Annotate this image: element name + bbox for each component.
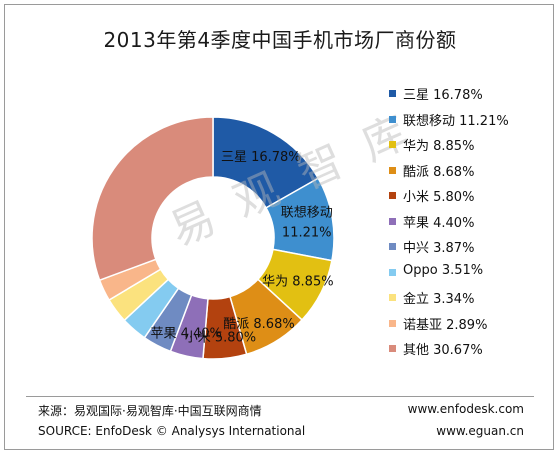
legend-label: 三星 16.78%	[403, 88, 483, 103]
slice-label-华为: 华为 8.85%	[262, 275, 333, 290]
legend-label: 诺基亚 2.89%	[403, 317, 488, 333]
legend-item-oppo: Oppo 3.51%	[383, 263, 553, 289]
footer-divider	[26, 396, 534, 397]
legend-swatch	[389, 141, 396, 148]
legend-label: 中兴 3.87%	[403, 241, 475, 256]
legend-label: 其他 30.67%	[403, 343, 483, 358]
legend-swatch	[389, 217, 396, 225]
legend-swatch	[389, 319, 396, 327]
legend-label: 联想移动 11.21%	[403, 113, 509, 129]
slice-label-苹果: 苹果 4.40%	[150, 327, 221, 342]
legend-swatch	[389, 345, 396, 352]
legend-label: 苹果 4.40%	[403, 215, 475, 231]
source-en: SOURCE: EnfoDesk © Analysys Internationa…	[38, 424, 306, 438]
legend-item-中兴: 中兴 3.87%	[383, 237, 553, 263]
slice-label-联想移动-0: 联想移动	[281, 204, 333, 220]
legend-item-华为: 华为 8.85%	[383, 135, 553, 161]
legend-swatch	[389, 268, 396, 276]
legend-label: 小米 5.80%	[403, 190, 475, 205]
legend-label: 金立 3.34%	[403, 292, 475, 307]
chart-legend: 三星 16.78% 联想移动 11.21% 华为 8.85% 酷派 8.68% 小米 5…	[383, 84, 553, 365]
url-eguan: www.eguan.cn	[436, 424, 524, 438]
legend-item-其他: 其他 30.67%	[383, 339, 553, 365]
legend-item-小米: 小米 5.80%	[383, 186, 553, 212]
source-cn: 来源：易观国际·易观智库·中国互联网商情	[38, 404, 262, 418]
slice-label-小米: 小米 5.80%	[185, 331, 256, 346]
legend-item-苹果: 苹果 4.40%	[383, 212, 553, 238]
url-enfodesk: www.enfodesk.com	[407, 402, 524, 416]
legend-label: 酷派 8.68%	[403, 164, 475, 180]
legend-label: Oppo 3.51%	[403, 262, 484, 278]
legend-item-诺基亚: 诺基亚 2.89%	[383, 314, 553, 340]
legend-swatch	[389, 192, 396, 199]
legend-swatch	[389, 115, 396, 123]
slice-label-酷派: 酷派 8.68%	[223, 317, 294, 332]
legend-item-酷派: 酷派 8.68%	[383, 161, 553, 187]
slice-label-联想移动-1: 11.21%	[282, 225, 332, 240]
slice-其他	[91, 116, 214, 282]
donut-chart: 三星 16.78% 联想移动 11.21% 华为 8.85% 酷派 8.68%小米 5.…	[91, 116, 335, 360]
legend-item-金立: 金立 3.34%	[383, 288, 553, 314]
legend-item-联想移动: 联想移动 11.21%	[383, 110, 553, 136]
slice-label-三星: 三星 16.78%	[221, 150, 301, 165]
legend-swatch	[389, 90, 396, 97]
chart-title: 2013年第4季度中国手机市场厂商份额	[103, 28, 457, 52]
legend-swatch	[389, 243, 396, 250]
legend-item-三星: 三星 16.78%	[383, 84, 553, 110]
legend-swatch	[389, 294, 396, 301]
legend-label: 华为 8.85%	[403, 139, 475, 154]
legend-swatch	[389, 166, 396, 174]
